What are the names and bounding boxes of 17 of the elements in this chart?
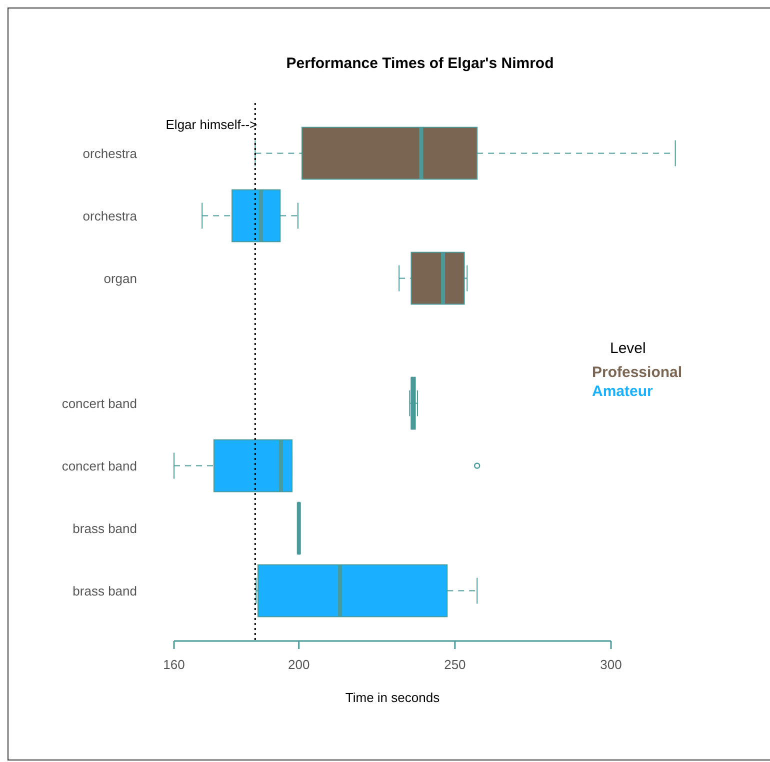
y-tick-label: orchestra (82, 146, 138, 161)
y-tick-label: concert band (62, 396, 137, 411)
text: Professional (592, 364, 682, 381)
y-tick-label: brass band (72, 583, 137, 598)
x-tick-label: 250 (444, 656, 466, 672)
text: Amateur (592, 383, 654, 400)
ref-line-label: Elgar himself--> (166, 117, 258, 132)
y-tick-label: orchestra (82, 208, 138, 224)
x-tick-label: 160 (163, 656, 185, 672)
legend-title: Level (610, 340, 646, 357)
x-tick-label: 300 (600, 656, 622, 672)
y-tick-label: organ (104, 270, 137, 286)
x-tick-label: 200 (288, 656, 310, 672)
chart-title: Performance Times of Elgar's Nimrod (286, 55, 554, 72)
y-tick-label: brass band (72, 520, 137, 536)
x-axis-title: Time in seconds (345, 690, 440, 705)
y-tick-label: concert band (62, 458, 137, 474)
